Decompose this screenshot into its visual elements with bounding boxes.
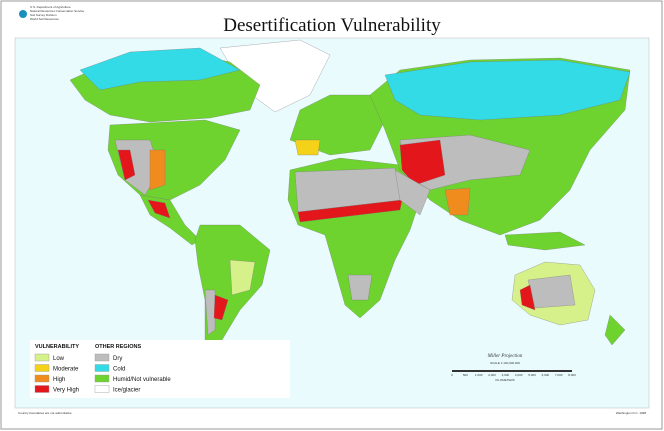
footer-note: Washington D.C. 1998 (616, 411, 646, 415)
scale-tick-label: 5,000 (528, 373, 536, 377)
andes-dry (204, 289, 216, 336)
kalahari (347, 274, 373, 301)
legend-heading: OTHER REGIONS (95, 344, 141, 350)
north-america-cold (79, 47, 241, 91)
agency-line: World Soil Resources (30, 17, 59, 21)
australia-dry (527, 274, 576, 309)
scale-tick-label: 6,000 (542, 373, 550, 377)
usda-logo (19, 10, 27, 18)
agency-line: Natural Resources Conservation Service (30, 9, 85, 13)
map-title: Desertification Vulnerability (223, 15, 441, 36)
scale-tick-label: 3,000 (502, 373, 510, 377)
scale-tick-label: 500 (463, 373, 468, 377)
agency-line: U.S. Department of Agriculture (30, 5, 71, 9)
legend-swatch (94, 364, 110, 372)
new-zealand (604, 314, 626, 346)
india-high (444, 187, 471, 216)
legend-swatch (94, 374, 110, 383)
legend-swatch (34, 374, 50, 383)
legend-heading: VULNERABILITY (35, 344, 79, 350)
legend: Low Moderate High Very High Dry Cold Humid/Not… (34, 353, 171, 394)
map (69, 39, 631, 361)
legend-label: High (53, 377, 65, 383)
scale-tick-label: 8,000 (568, 373, 576, 377)
legend-label: Low (53, 356, 65, 362)
legend-label: Ice/glacier (113, 388, 140, 394)
mexico-very-high (147, 199, 171, 219)
scale-bar (452, 370, 572, 372)
legend-label: Very High (53, 388, 79, 394)
agency-line: Soil Survey Division (30, 13, 57, 17)
scale-tick-label: 7,000 (555, 373, 563, 377)
scale-tick-label: 1,000 (475, 373, 483, 377)
scale-ticks: 0 500 1,000 2,000 3,000 4,000 5,000 6,000 7,000 8… (451, 373, 576, 377)
projection: Miller Projection (487, 354, 523, 359)
arabia-dry (394, 169, 431, 216)
scale-tick-label: 4,000 (515, 373, 523, 377)
australia-very-high (519, 284, 536, 311)
scale-tick-label: 0 (451, 373, 453, 377)
legend-swatch (94, 353, 110, 362)
siberia-cold (384, 59, 631, 121)
scale-unit: KILOMETERS (495, 378, 514, 382)
legend-label: Cold (113, 367, 125, 373)
legend-label: Moderate (53, 367, 79, 373)
scale-tick-label: 2,000 (488, 373, 496, 377)
scale-ratio: SCALE 1:100,000,000 (490, 361, 520, 365)
legend-label: Dry (113, 356, 122, 362)
middle-east-very-high (399, 139, 446, 186)
legend-box (30, 340, 290, 398)
legend-swatch (34, 364, 50, 372)
sahel (297, 199, 403, 223)
legend-label: Humid/Not vulnerable (113, 377, 171, 383)
us-very-high (117, 149, 136, 181)
brazil-low (229, 259, 256, 296)
legend-swatch (94, 385, 110, 393)
indonesia (504, 231, 586, 251)
footer-note: Country boundaries are not authoritative (18, 411, 72, 415)
iberia (294, 139, 321, 156)
argentina-very-high (213, 294, 229, 321)
us-high (149, 149, 166, 191)
legend-swatch (34, 353, 50, 362)
legend-swatch (34, 385, 50, 393)
